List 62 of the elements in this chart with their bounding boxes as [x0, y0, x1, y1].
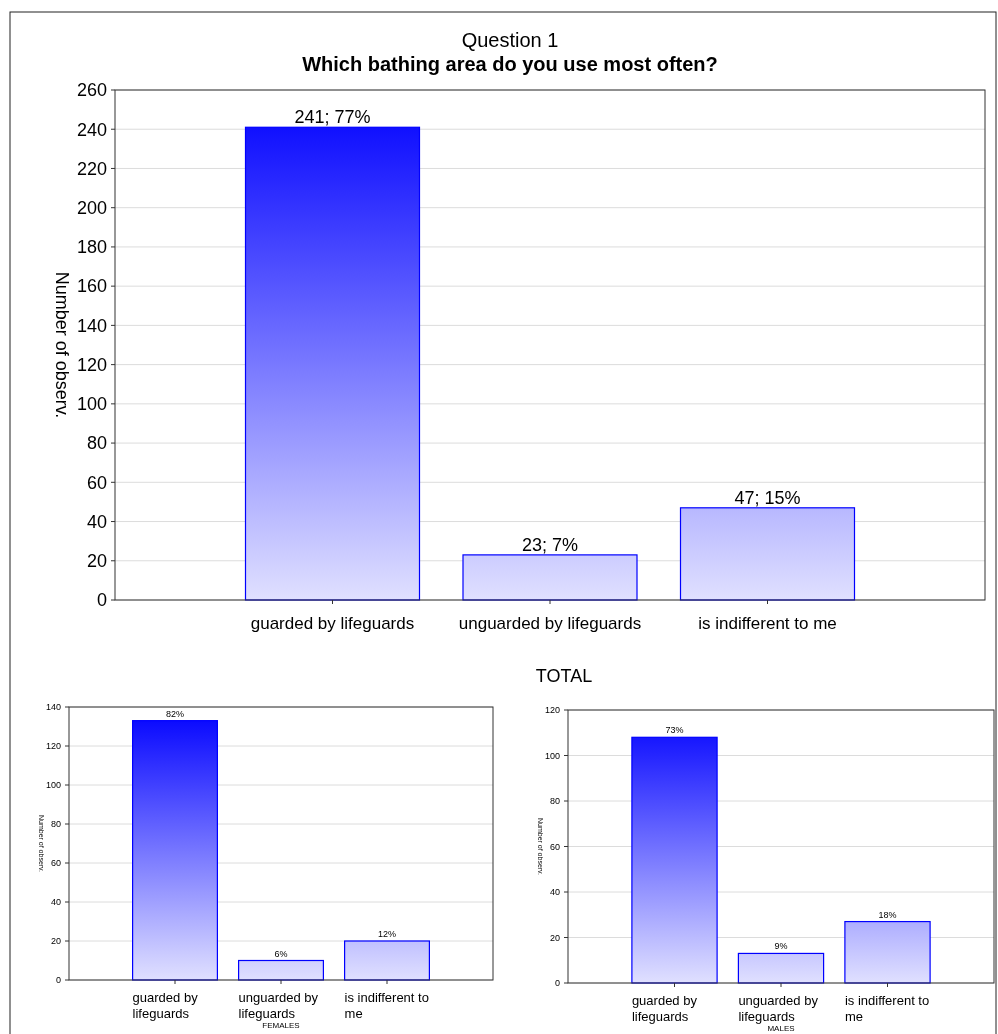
x-axis-title: FEMALES	[262, 1021, 300, 1030]
y-tick-label: 100	[45, 780, 61, 791]
y-tick-label: 0	[554, 978, 560, 989]
chart-subtitle: Which bathing area do you use most often?	[302, 53, 718, 75]
y-tick-label: 0	[55, 975, 61, 986]
x-tick-label: guarded by lifeguards	[250, 613, 415, 633]
y-tick-label: 260	[76, 80, 107, 101]
data-label: 241; 77%	[294, 107, 371, 128]
annotation: 82%	[165, 708, 185, 719]
bar	[238, 959, 324, 981]
bar	[244, 126, 421, 601]
y-axis-title: Number of observ.	[51, 271, 72, 419]
annotation: 9%	[774, 941, 788, 952]
y-tick-label: 160	[76, 276, 107, 297]
y-tick-label: 120	[544, 705, 560, 716]
y-tick-label: 180	[76, 237, 107, 258]
y-tick-label: 60	[549, 841, 560, 852]
y-tick-label: 140	[45, 702, 61, 713]
x-tick-label: is indifferent to me	[844, 993, 930, 1024]
y-tick-label: 60	[50, 858, 61, 869]
x-tick-label: unguarded by lifeguards	[458, 613, 642, 633]
x-tick-label: guarded by lifeguards	[631, 993, 698, 1024]
bar	[631, 736, 718, 984]
chart-title: Question 1	[461, 29, 559, 51]
bar	[462, 554, 638, 601]
y-tick-label: 120	[45, 741, 61, 752]
x-tick-label: is indifferent to me	[344, 990, 429, 1021]
y-tick-label: 0	[96, 590, 107, 611]
y-tick-label: 40	[549, 887, 560, 898]
data-label: 47; 15%	[734, 487, 801, 508]
y-tick-label: 40	[50, 897, 61, 908]
annotation: 6%	[274, 948, 288, 959]
annotation: 12%	[377, 929, 397, 939]
x-tick-label: unguarded by lifeguards	[238, 990, 319, 1021]
bar	[844, 920, 931, 984]
bar	[679, 507, 856, 601]
y-tick-label: 240	[76, 119, 107, 140]
y-tick-label: 140	[76, 315, 107, 336]
data-label: 23; 7%	[521, 534, 579, 555]
y-tick-label: 220	[76, 158, 107, 179]
y-tick-label: 100	[544, 750, 560, 761]
x-axis-title: TOTAL	[535, 666, 593, 686]
y-tick-label: 20	[50, 936, 61, 947]
y-tick-label: 60	[86, 472, 107, 493]
annotation: 73%	[665, 725, 684, 736]
y-tick-label: 200	[76, 197, 107, 218]
bar	[737, 952, 825, 984]
x-tick-label: guarded by lifeguards	[132, 990, 199, 1021]
y-tick-label: 120	[76, 354, 107, 375]
x-tick-label: is indifferent to me	[698, 613, 837, 633]
annotation: 18%	[878, 909, 897, 920]
y-tick-label: 80	[50, 819, 61, 830]
bar	[132, 720, 218, 981]
y-tick-label: 20	[549, 932, 560, 943]
y-tick-label: 100	[76, 394, 107, 415]
y-tick-label: 80	[86, 433, 107, 454]
bar	[344, 940, 430, 981]
y-tick-label: 40	[86, 511, 107, 532]
y-tick-label: 20	[86, 551, 107, 572]
x-tick-label: unguarded by lifeguards	[738, 993, 819, 1024]
x-axis-title: MALES	[767, 1024, 795, 1033]
y-tick-label: 80	[549, 796, 560, 807]
